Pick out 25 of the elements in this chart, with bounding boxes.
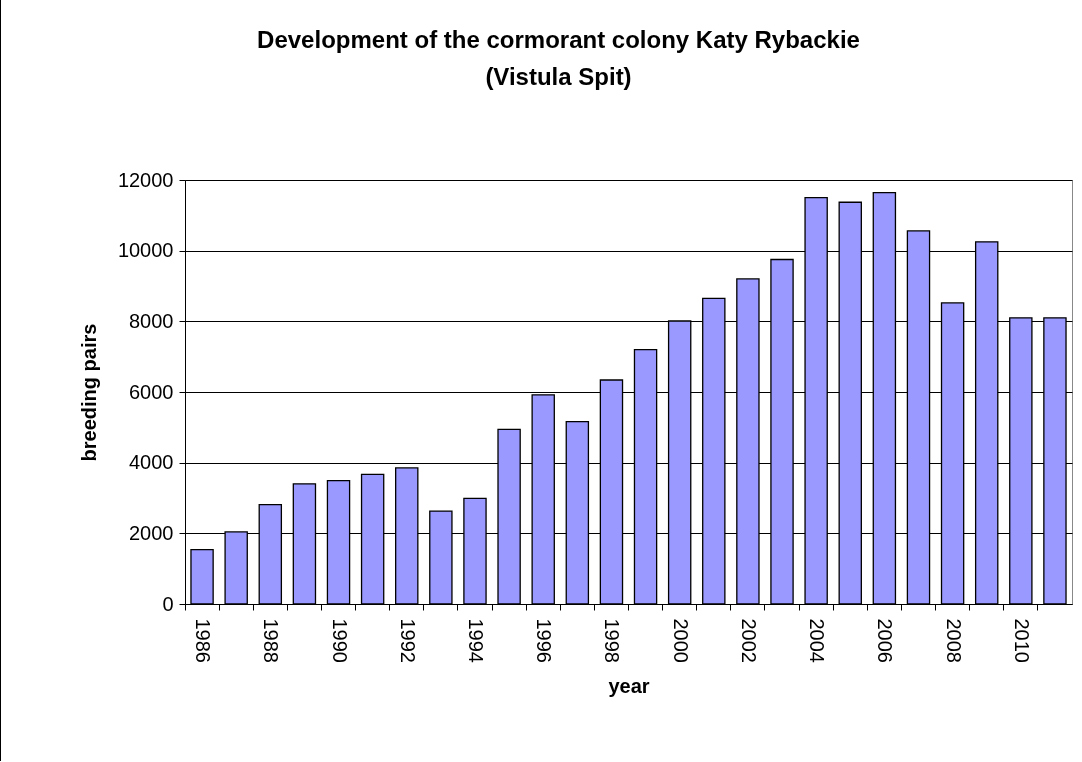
x-tick-label: 2002 [737,618,760,663]
text: Development of the cormorant colony Katy Rybackie [257,26,860,53]
x-tick-label: 1986 [192,618,215,663]
x-tick-label: 1996 [533,618,556,663]
y-tick-label: 6000 [129,380,174,403]
x-tick-label: 2008 [942,618,965,663]
x-tick-label: 1992 [396,618,419,663]
y-tick-label: 8000 [129,309,174,332]
text: (Vistula Spit) [485,63,632,90]
bar [190,548,214,605]
x-tick-label: 2006 [874,618,897,663]
y-axis-title: breeding pairs [77,323,100,462]
x-axis-title: year [608,674,650,697]
x-tick-label: 2000 [669,618,692,663]
x-tick-label: 2010 [1010,618,1033,663]
x-tick-label: 2004 [806,618,829,663]
x-tick-label: 1990 [328,618,351,663]
y-tick-label: 0 [162,592,174,615]
x-tick-label: 1988 [260,618,283,663]
y-tick-label: 4000 [129,451,174,474]
y-tick-label: 2000 [129,521,174,544]
y-tick-label: 10000 [117,239,174,262]
x-tick-label: 1994 [464,618,487,663]
y-tick-label: 12000 [117,168,174,191]
x-tick-label: 1998 [601,618,624,663]
